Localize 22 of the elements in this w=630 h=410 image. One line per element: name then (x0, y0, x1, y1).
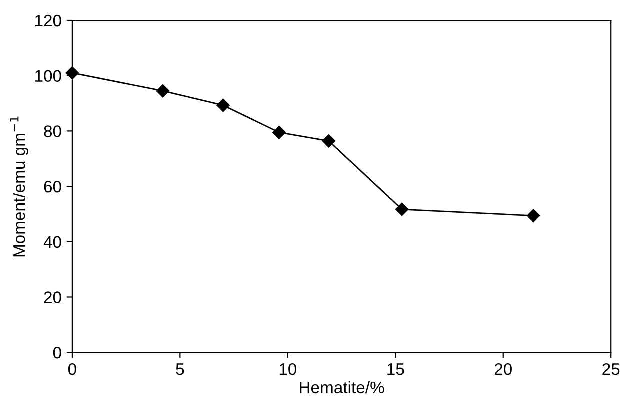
point (526, 209, 540, 222)
point (396, 202, 409, 216)
y-tick-label: 80 (44, 126, 62, 138)
x-tick-label: 15 (388, 364, 404, 376)
point (66, 66, 80, 80)
x-tick-label: 25 (602, 363, 620, 376)
y-tick-label: 100 (36, 70, 62, 82)
x-tick-label: 0 (68, 363, 76, 376)
point (272, 126, 286, 140)
y-axis-title: Moment/emu gm$^{−1}$ (10, 116, 29, 257)
y-tick-label: 120 (36, 14, 62, 27)
y-tick-label: 20 (44, 292, 62, 304)
point (322, 134, 336, 148)
point (156, 84, 170, 98)
y-tick-label: 60 (44, 180, 62, 193)
y-tick-label: 40 (44, 236, 62, 248)
x-tick-label: 20 (494, 363, 512, 376)
x-tick-label: 10 (280, 363, 297, 376)
y-tick-label: 0 (53, 347, 62, 359)
point (216, 98, 230, 112)
x-axis-title: Hematite/% (300, 381, 384, 394)
x-tick-label: 5 (176, 364, 184, 376)
